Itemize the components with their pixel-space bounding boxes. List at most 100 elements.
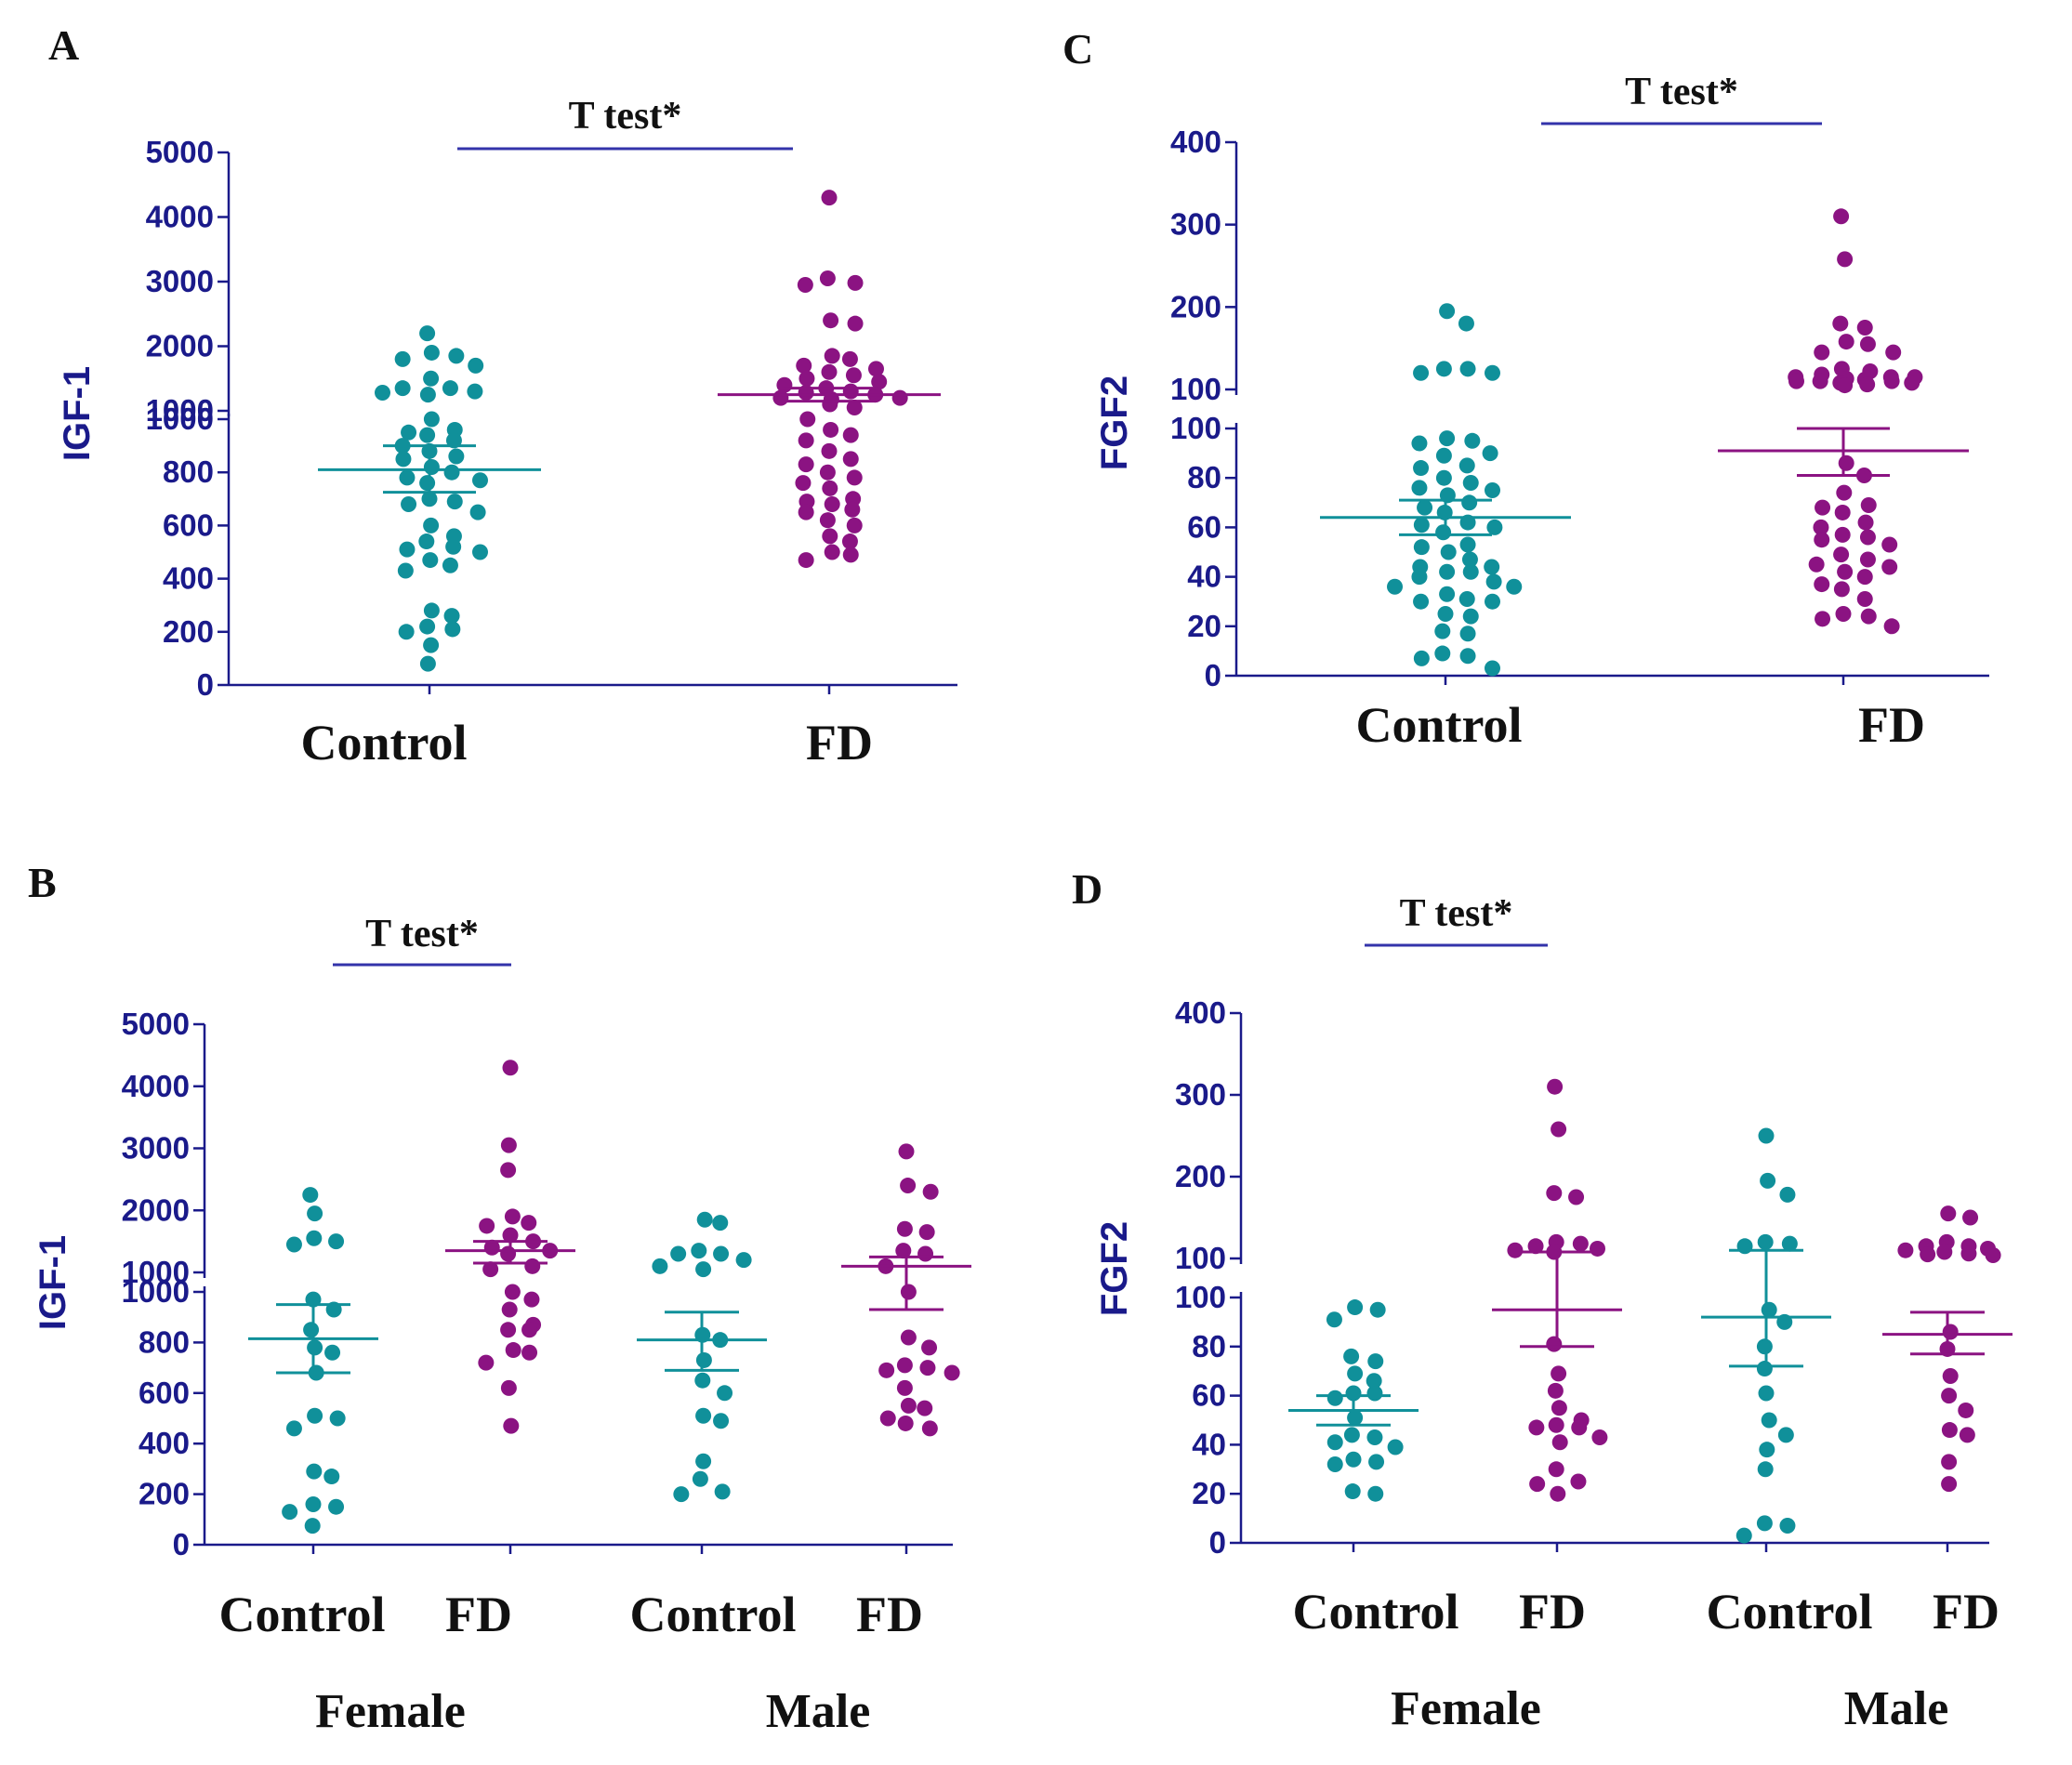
data-point bbox=[1435, 469, 1452, 486]
data-point bbox=[323, 1469, 340, 1485]
data-point bbox=[1808, 556, 1825, 573]
data-point bbox=[1546, 1185, 1563, 1202]
data-point bbox=[1547, 1382, 1564, 1399]
data-point bbox=[1551, 1434, 1568, 1451]
data-point bbox=[844, 501, 861, 518]
data-point bbox=[1958, 1402, 1974, 1418]
data-point bbox=[1440, 544, 1457, 560]
data-point bbox=[841, 350, 858, 367]
data-point bbox=[900, 1329, 917, 1346]
data-point bbox=[1572, 1235, 1589, 1252]
data-point bbox=[847, 315, 864, 332]
data-point bbox=[922, 1183, 939, 1200]
y-tick-label: 800 bbox=[163, 454, 214, 489]
significance-label: T test* bbox=[1625, 71, 1738, 113]
data-point bbox=[798, 504, 814, 520]
data-point bbox=[1760, 1172, 1776, 1189]
data-point bbox=[1570, 1473, 1587, 1490]
data-point bbox=[798, 370, 815, 387]
data-point bbox=[423, 458, 440, 475]
data-point bbox=[468, 357, 484, 374]
panel-letter: C bbox=[1062, 25, 1093, 72]
data-point bbox=[1387, 1439, 1404, 1455]
data-point bbox=[521, 1215, 537, 1232]
data-point bbox=[1464, 432, 1481, 449]
series-fd bbox=[1718, 208, 1969, 635]
y-tick-label: 60 bbox=[1192, 1378, 1226, 1413]
data-point bbox=[285, 1236, 302, 1253]
data-point bbox=[307, 1407, 323, 1424]
data-point bbox=[1856, 591, 1873, 608]
data-point bbox=[472, 544, 488, 560]
y-tick-label: 100 bbox=[1170, 411, 1221, 445]
data-point bbox=[1781, 1235, 1798, 1252]
y-tick-label: 40 bbox=[1187, 560, 1221, 594]
data-point bbox=[1550, 1485, 1566, 1502]
data-point bbox=[1883, 618, 1900, 635]
data-point bbox=[1326, 1390, 1343, 1406]
y-tick-label: 2000 bbox=[146, 329, 214, 363]
y-tick-label: 60 bbox=[1187, 509, 1221, 544]
data-point bbox=[1413, 460, 1430, 477]
data-point bbox=[523, 1291, 540, 1308]
data-point bbox=[1936, 1244, 1953, 1260]
data-point bbox=[824, 496, 840, 513]
data-point bbox=[696, 1211, 713, 1228]
data-point bbox=[1859, 529, 1876, 546]
y-tick-label: 5000 bbox=[146, 135, 214, 169]
data-point bbox=[1546, 1336, 1563, 1352]
significance-label: T test* bbox=[365, 913, 479, 955]
data-point bbox=[1941, 1422, 1958, 1439]
data-point bbox=[846, 469, 863, 486]
data-point bbox=[1590, 1240, 1605, 1257]
data-point bbox=[1942, 1367, 1959, 1384]
data-point bbox=[1439, 563, 1456, 580]
y-tick-label: 200 bbox=[139, 1477, 190, 1511]
y-tick-label: 800 bbox=[139, 1324, 190, 1359]
data-point bbox=[1814, 344, 1830, 361]
data-point bbox=[419, 427, 436, 443]
y-tick-label: 200 bbox=[1175, 1159, 1226, 1193]
data-point bbox=[1347, 1299, 1364, 1316]
y-tick-label: 300 bbox=[1175, 1077, 1226, 1112]
y-tick-label: 600 bbox=[139, 1376, 190, 1410]
data-point bbox=[469, 504, 486, 520]
data-point bbox=[896, 1379, 913, 1396]
data-point bbox=[895, 1243, 912, 1259]
data-point bbox=[819, 464, 836, 481]
data-point bbox=[502, 1060, 519, 1076]
series-female-fd bbox=[445, 1060, 575, 1434]
data-point bbox=[921, 1339, 938, 1356]
data-point bbox=[1482, 445, 1498, 462]
data-point bbox=[1758, 1127, 1775, 1144]
data-point bbox=[796, 357, 812, 374]
data-point bbox=[448, 448, 465, 465]
data-point bbox=[1962, 1209, 1979, 1226]
data-point bbox=[652, 1258, 668, 1274]
data-point bbox=[395, 451, 412, 468]
data-point bbox=[1834, 504, 1851, 520]
data-point bbox=[397, 562, 414, 579]
data-point bbox=[1881, 559, 1898, 575]
group-label: Female bbox=[315, 1685, 466, 1738]
data-point bbox=[891, 389, 908, 406]
y-tick-label: 200 bbox=[163, 614, 214, 649]
data-point bbox=[898, 1143, 915, 1160]
data-point bbox=[1756, 1361, 1773, 1377]
data-point bbox=[1859, 551, 1876, 568]
data-point bbox=[1435, 447, 1452, 464]
data-point bbox=[1459, 536, 1476, 553]
data-point bbox=[717, 1385, 733, 1402]
y-tick-label: 40 bbox=[1192, 1427, 1226, 1461]
data-point bbox=[1920, 1246, 1936, 1263]
data-point bbox=[1439, 303, 1456, 320]
data-point bbox=[714, 1483, 731, 1500]
data-point bbox=[1548, 1461, 1564, 1478]
data-point bbox=[1344, 1483, 1361, 1500]
data-point bbox=[1736, 1238, 1753, 1255]
data-point bbox=[1485, 660, 1500, 677]
data-point bbox=[1941, 1476, 1958, 1493]
data-point bbox=[1833, 208, 1850, 225]
